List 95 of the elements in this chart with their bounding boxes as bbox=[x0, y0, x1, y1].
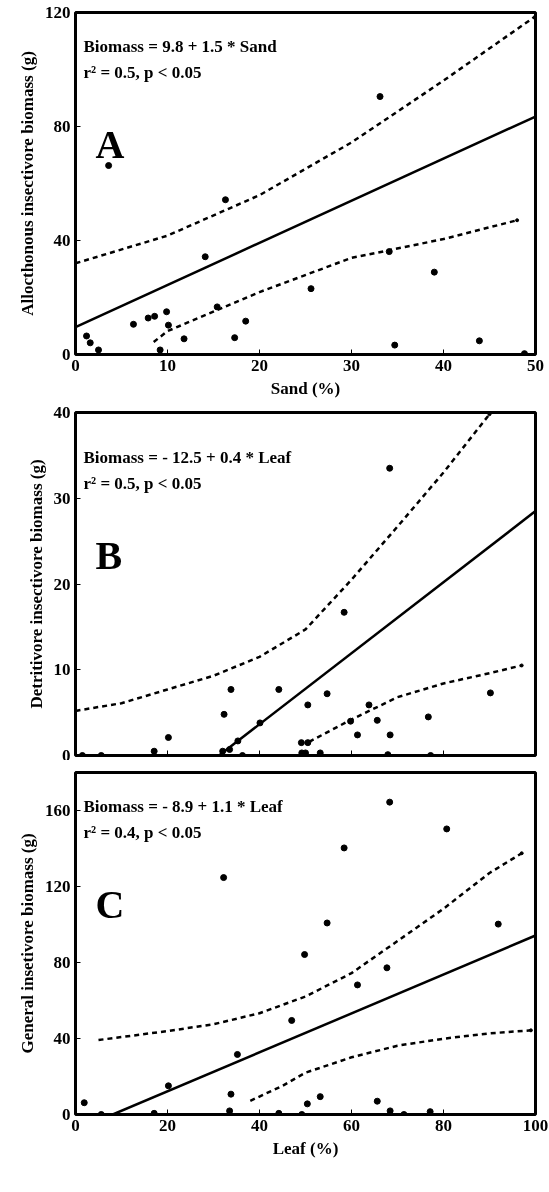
y-tick-label: 80 bbox=[53, 117, 71, 136]
y-tick-label: 40 bbox=[53, 403, 71, 422]
point bbox=[430, 268, 438, 276]
y-tick-label: 160 bbox=[45, 801, 71, 820]
point bbox=[213, 303, 221, 311]
point bbox=[164, 734, 172, 741]
point bbox=[373, 1097, 381, 1105]
point bbox=[323, 690, 331, 698]
x-tick-label: 80 bbox=[435, 1115, 452, 1135]
point bbox=[275, 685, 283, 693]
x-tick-label: 60 bbox=[343, 1115, 360, 1135]
point bbox=[391, 341, 399, 349]
y-axis-title: Detritivore insectivore biomass (g) bbox=[26, 459, 46, 709]
point bbox=[220, 874, 228, 882]
point bbox=[105, 162, 113, 170]
point bbox=[515, 218, 520, 223]
point bbox=[95, 346, 102, 354]
point bbox=[494, 920, 502, 928]
y-tick-label: 120 bbox=[45, 3, 71, 22]
point bbox=[231, 334, 239, 342]
point bbox=[227, 1090, 235, 1098]
point bbox=[316, 1093, 324, 1101]
point bbox=[221, 196, 229, 204]
y-axis-title: General insetivore biomass (g) bbox=[18, 833, 37, 1054]
x-axis-title: Sand (%) bbox=[270, 378, 341, 398]
x-tick-label: 20 bbox=[159, 1115, 176, 1135]
annotation: r² = 0.5, p < 0.05 bbox=[83, 473, 202, 493]
point bbox=[386, 731, 394, 739]
y-tick-label: 10 bbox=[53, 660, 71, 680]
annotation: B bbox=[95, 532, 123, 578]
y-tick-label: 20 bbox=[53, 574, 71, 594]
x-axis-title: Leaf (%) bbox=[272, 1138, 339, 1158]
y-tick-label: 80 bbox=[53, 953, 71, 972]
point bbox=[307, 285, 315, 293]
x-tick-label: 40 bbox=[435, 355, 452, 375]
point bbox=[340, 608, 348, 616]
point bbox=[486, 689, 494, 697]
annotation: A bbox=[95, 121, 125, 167]
point bbox=[376, 93, 384, 101]
point bbox=[373, 716, 381, 724]
point bbox=[156, 346, 164, 354]
annotation: C bbox=[95, 881, 125, 927]
point bbox=[353, 731, 361, 739]
point bbox=[303, 1100, 311, 1108]
point bbox=[353, 981, 361, 989]
x-tick-label: 40 bbox=[251, 1115, 268, 1135]
point bbox=[80, 1099, 88, 1107]
annotation: Biomass = 9.8 + 1.5 * Sand bbox=[83, 36, 278, 56]
point bbox=[297, 739, 305, 747]
point bbox=[164, 321, 172, 329]
point bbox=[288, 1016, 296, 1024]
point bbox=[365, 701, 373, 709]
point bbox=[386, 464, 394, 472]
point bbox=[304, 701, 312, 709]
point bbox=[180, 335, 188, 343]
point bbox=[233, 1050, 241, 1058]
point bbox=[340, 844, 348, 852]
x-tick-label: 10 bbox=[159, 355, 176, 375]
annotation: r² = 0.5, p < 0.05 bbox=[83, 62, 202, 82]
annotation: Biomass = - 8.9 + 1.1 * Leaf bbox=[83, 796, 284, 816]
point bbox=[163, 308, 171, 316]
point bbox=[242, 317, 250, 325]
annotation: r² = 0.4, p < 0.05 bbox=[83, 822, 202, 842]
point bbox=[129, 320, 137, 328]
x-tick-label: 50 bbox=[527, 355, 544, 375]
point bbox=[443, 825, 451, 833]
y-tick-label: 0 bbox=[62, 745, 71, 765]
point bbox=[227, 685, 235, 693]
point bbox=[86, 339, 94, 347]
point bbox=[424, 713, 432, 721]
point bbox=[220, 710, 228, 718]
point bbox=[475, 337, 483, 345]
point bbox=[144, 314, 152, 322]
x-tick-label: 100 bbox=[522, 1115, 549, 1135]
point bbox=[528, 1028, 533, 1033]
point bbox=[304, 739, 312, 747]
annotation: Biomass = - 12.5 + 0.4 * Leaf bbox=[83, 447, 292, 467]
point bbox=[519, 851, 524, 856]
x-tick-label: 30 bbox=[343, 355, 360, 375]
y-tick-label: 40 bbox=[53, 1029, 71, 1048]
point bbox=[201, 253, 209, 261]
point bbox=[83, 332, 91, 340]
y-tick-label: 120 bbox=[45, 877, 71, 896]
point bbox=[151, 312, 159, 320]
y-axis-title: Allocthonous insectivore biomass (g) bbox=[18, 51, 37, 316]
point bbox=[323, 919, 331, 927]
point bbox=[164, 1082, 172, 1090]
point bbox=[386, 798, 394, 806]
point bbox=[383, 964, 391, 972]
y-tick-label: 40 bbox=[53, 231, 71, 250]
point bbox=[301, 951, 309, 959]
x-tick-label: 20 bbox=[251, 355, 268, 375]
y-tick-label: 30 bbox=[53, 488, 71, 508]
point bbox=[150, 747, 158, 755]
point bbox=[519, 663, 524, 668]
